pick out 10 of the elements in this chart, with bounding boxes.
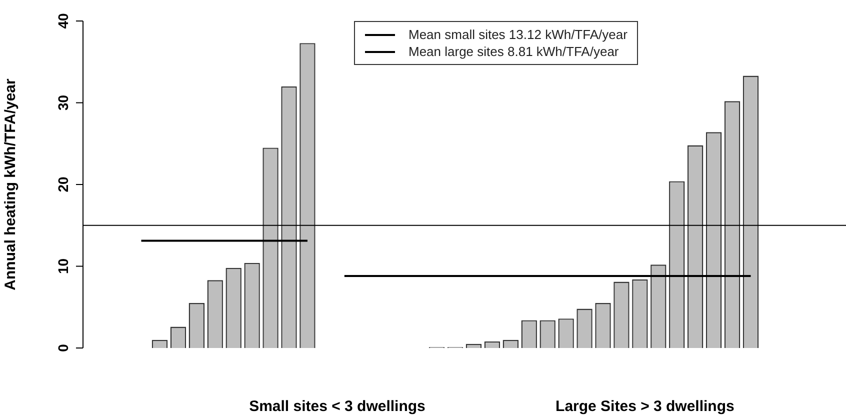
- y-axis-title: Annual heating kWh/TFA/year: [2, 78, 20, 290]
- legend-label: Mean small sites 13.12 kWh/TFA/year: [408, 26, 628, 43]
- y-tick-label: 0: [54, 344, 71, 352]
- text: Large Sites > 3 dwellings: [556, 398, 734, 415]
- text: Small sites < 3 dwellings: [249, 398, 426, 415]
- y-tick-label: 10: [54, 258, 71, 274]
- y-tick-label: 30: [54, 94, 71, 111]
- y-tick-label: 40: [54, 13, 71, 29]
- y-tick-label: 20: [54, 176, 71, 192]
- legend-label: Mean large sites 8.81 kWh/TFA/year: [408, 43, 619, 60]
